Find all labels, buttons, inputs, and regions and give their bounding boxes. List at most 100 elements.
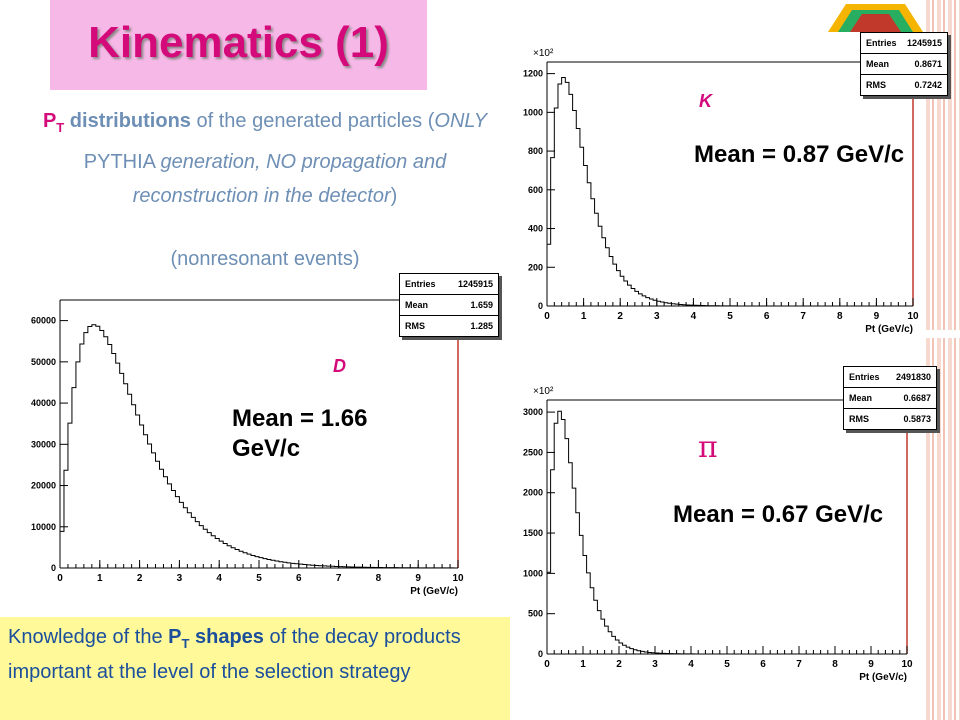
particle-label-k: K [699,91,712,111]
x-tick-label: 10 [907,311,919,322]
y-tick-label: 800 [528,146,543,156]
x-tick-label: 2 [617,311,623,322]
desc-bold: distributions [64,110,191,132]
particle-label-d: D [333,356,346,376]
x-tick-label: 3 [177,573,183,584]
pt-symbol: PT [42,110,65,135]
y-tick-label: 1000 [523,107,543,117]
desc-close: ) [390,185,398,207]
mean-text-pi: Mean = 0.67 GeV/c [673,501,884,528]
y-tick-label: 400 [528,224,543,234]
x-tick-label: 7 [336,573,342,584]
y-tick-label: 3000 [523,407,543,417]
x-tick-label: 4 [688,659,694,670]
y-tick-label: 50000 [31,357,56,367]
y-tick-label: 10000 [31,522,56,532]
stats-mean: Mean 0.6687 [844,387,936,408]
y-multiplier: ×10² [533,386,554,397]
x-tick-label: 6 [760,659,766,670]
stats-entries: Entries 1245915 [866,38,942,48]
slide-title: Kinematics (1) [88,18,389,67]
y-tick-label: 1200 [523,69,543,79]
x-tick-label: 4 [216,573,222,584]
desc-only: ONLY [434,110,488,132]
stats-rms: RMS 0.5873 [844,408,936,429]
mean-text-d: Mean = 1.66 GeV/c [232,404,367,464]
mean-text-k: Mean = 0.87 GeV/c [694,141,905,168]
x-tick-label: 6 [296,573,302,584]
know-part1: Knowledge of the [8,626,169,648]
x-tick-label: 2 [616,659,622,670]
knowledge-note: Knowledge of the PT shapes of the decay … [0,617,510,720]
x-axis-label: Pt (GeV/c) [410,586,458,597]
stats-mean: Mean 1.659 [400,294,498,315]
y-tick-label: 2000 [523,488,543,498]
desc-part2: of the generated particles ( [190,110,435,132]
histogram-k: 0 200 400 600 800 1000 1200 0 1 2 3 4 5 6 7 8 9 10 Pt (GeV… [505,40,925,340]
stats-entries: Entries 2491830 [849,372,931,382]
x-tick-label: 5 [256,573,262,584]
x-tick-label: 8 [832,659,838,670]
stats-rms: RMS 0.7242 [861,74,947,95]
x-tick-label: 10 [901,659,913,670]
y-tick-label: 1500 [523,528,543,538]
x-tick-label: 2 [137,573,143,584]
x-axis-label: Pt (GeV/c) [859,672,907,683]
stats-mean: Mean 0.8671 [861,53,947,74]
stats-entries: Entries 1245915 [405,279,493,289]
stats-box-d: Entries 1245915 Mean 1.659 RMS 1.285 [399,273,499,337]
x-tick-label: 0 [57,573,63,584]
histogram-line [546,410,907,655]
mean-d-line2: GeV/c [232,435,301,462]
stats-rms: RMS 1.285 [400,315,498,336]
x-tick-label: 7 [800,311,806,322]
y-tick-label: 60000 [31,316,56,326]
description-text: PT distributions of the generated partic… [30,104,500,213]
x-tick-label: 0 [544,659,550,670]
x-tick-label: 4 [691,311,697,322]
x-tick-label: 8 [837,311,843,322]
y-tick-label: 500 [528,609,543,619]
y-tick-label: 1000 [523,568,543,578]
corner-graphic-icon [828,4,923,32]
stats-box-k: Entries 1245915 Mean 0.8671 RMS 0.7242 [860,32,948,96]
stats-box-pi: Entries 2491830 Mean 0.6687 RMS 0.5873 [843,366,937,430]
histogram-d-plot: 0 10000 20000 30000 40000 50000 60000 0 1 2 3 4 5 6 7 8… [31,299,464,597]
x-tick-label: 0 [544,311,550,322]
x-tick-label: 1 [580,659,586,670]
x-tick-label: 6 [764,311,770,322]
x-tick-label: 1 [97,573,103,584]
y-tick-label: 200 [528,262,543,272]
x-tick-label: 9 [874,311,880,322]
histogram-d: 0 10000 20000 30000 40000 50000 60000 0 1 2 3 4 5 6 7 8… [10,270,490,600]
know-part2: of the decay products important at the l… [8,626,461,683]
y-tick-label: 0 [538,649,543,659]
x-tick-label: 9 [415,573,421,584]
x-tick-label: 1 [581,311,587,322]
particle-label-pi: π [698,430,718,465]
y-tick-label: 40000 [31,398,56,408]
x-tick-label: 9 [868,659,874,670]
x-tick-label: 10 [452,573,464,584]
x-tick-label: 5 [724,659,730,670]
y-tick-label: 30000 [31,439,56,449]
nonresonant-label: (nonresonant events) [170,248,360,270]
y-tick-label: 20000 [31,481,56,491]
y-multiplier: ×10² [533,48,554,59]
y-tick-label: 0 [538,301,543,311]
mean-d-line1: Mean = 1.66 [232,405,368,432]
desc-generation: generation, NO propagation and reconstru… [132,151,447,207]
x-tick-label: 5 [727,311,733,322]
histogram-line [546,76,913,307]
x-tick-label: 3 [652,659,658,670]
know-pt: PT shapes [168,626,264,651]
x-tick-label: 3 [654,311,660,322]
x-axis-label: Pt (GeV/c) [865,324,913,335]
y-tick-label: 600 [528,185,543,195]
x-tick-label: 7 [796,659,802,670]
histogram-line [59,324,459,569]
y-tick-label: 0 [51,563,56,573]
histogram-k-plot: 0 200 400 600 800 1000 1200 0 1 2 3 4 5 6 7 8 9 10 Pt (GeV… [523,48,919,335]
x-tick-label: 8 [376,573,382,584]
y-tick-label: 2500 [523,447,543,457]
